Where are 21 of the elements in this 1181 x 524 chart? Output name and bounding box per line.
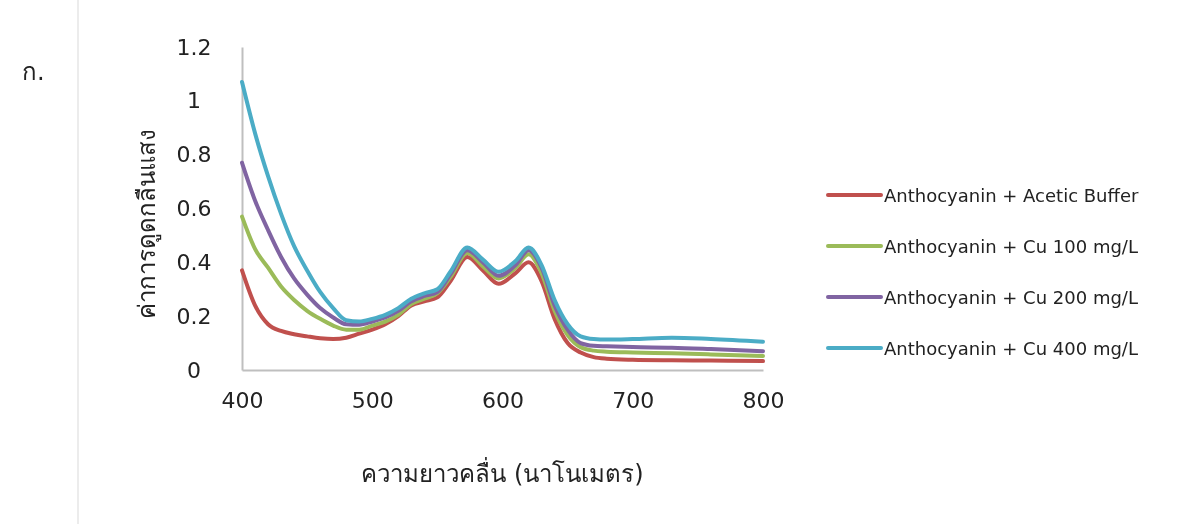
legend-label: Anthocyanin + Cu 100 mg/L (884, 236, 1138, 257)
x-tick-label: 400 (221, 387, 264, 413)
y-tick-label: 0.6 (176, 196, 212, 222)
text: ก. (22, 58, 45, 86)
y-axis-title: ค่าการดูดกลืนแสง (133, 128, 162, 319)
line-series (240, 254, 765, 364)
y-tick-label: 1.2 (176, 34, 212, 60)
x-tick-label: 700 (612, 387, 655, 413)
legend-label: Anthocyanin + Acetic Buffer (884, 185, 1139, 206)
x-tick-label: 600 (482, 387, 524, 413)
legend-label: Anthocyanin + Cu 400 mg/L (884, 338, 1138, 359)
y-tick-label: 0 (187, 357, 201, 383)
legend-label: Anthocyanin + Cu 200 mg/L (884, 287, 1138, 308)
y-tick-label: 0.4 (176, 249, 212, 275)
line-series (240, 79, 765, 344)
x-tick-label: 800 (742, 387, 785, 413)
y-tick-label: 0.2 (176, 303, 212, 329)
x-tick-label: 500 (351, 387, 394, 413)
y-tick-label: 0.8 (176, 142, 212, 168)
x-axis-title: ความยาวคลื่น (นาโนเมตร) (361, 457, 644, 488)
y-tick-label: 1 (187, 88, 201, 114)
